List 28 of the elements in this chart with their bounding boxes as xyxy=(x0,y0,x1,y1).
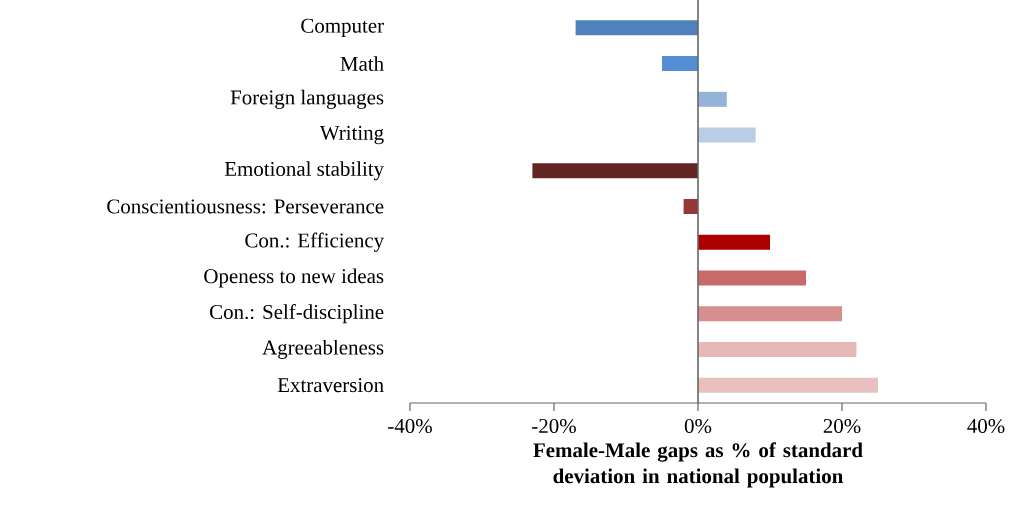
y-tick-label: Computer xyxy=(301,18,384,38)
y-tick-label: Math xyxy=(340,56,384,71)
y-tick-label: Agreeableness xyxy=(262,339,384,359)
y-tick-label: Emotional stability xyxy=(224,161,385,181)
y-tick-label: Extraversion xyxy=(277,378,384,393)
bar xyxy=(575,20,698,36)
x-axis-title: Female-Male gaps as % of standard deviation in national population xyxy=(533,442,863,488)
bar xyxy=(698,91,727,107)
bar xyxy=(698,127,756,143)
bar xyxy=(698,234,770,250)
bar xyxy=(532,163,698,179)
y-tick-label: Conscientiousness: Perseverance xyxy=(107,199,384,214)
x-tick-label: 20% xyxy=(823,418,861,434)
y-tick-label: Con.: Efficiency xyxy=(245,232,385,252)
bar xyxy=(698,377,878,393)
bar xyxy=(698,341,857,357)
y-tick-label: Con.: Self-discipline xyxy=(210,304,384,324)
x-tick-label: -20% xyxy=(532,418,576,434)
bar xyxy=(662,56,698,72)
x-tick-label: 40% xyxy=(967,418,1005,434)
y-tick-label: Foreign languages xyxy=(230,89,384,109)
y-tick-label: Writing xyxy=(319,125,384,145)
bar xyxy=(698,270,806,286)
y-tick-label: Openess to new ideas xyxy=(204,268,384,288)
bar xyxy=(683,199,698,214)
x-tick-label: 0% xyxy=(684,418,712,434)
bar xyxy=(698,306,842,322)
x-tick-label: -40% xyxy=(388,418,432,434)
